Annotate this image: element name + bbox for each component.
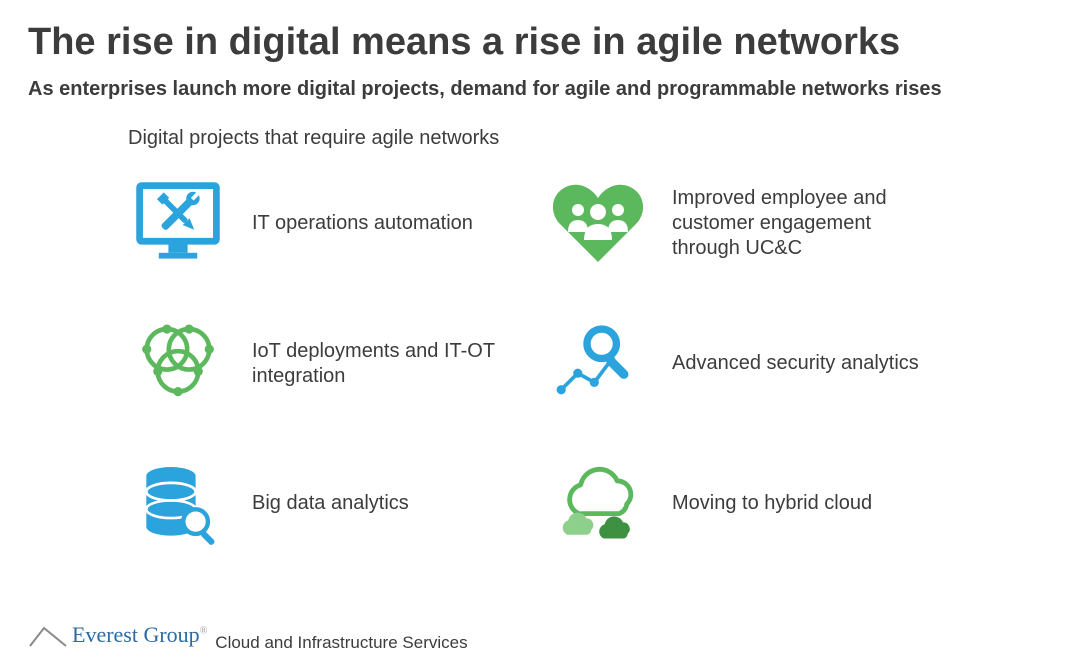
db-lens-icon xyxy=(128,454,228,554)
iot-network-icon xyxy=(128,314,228,414)
item-engagement: Improved employee and customer engagemen… xyxy=(548,174,988,274)
brand-name-text: Everest Group xyxy=(72,622,200,647)
item-label: Big data analytics xyxy=(252,491,409,516)
section-label: Digital projects that require agile netw… xyxy=(128,127,1059,150)
item-it-operations: IT operations automation xyxy=(128,174,528,274)
slide: The rise in digital means a rise in agil… xyxy=(0,0,1087,554)
heart-people-icon xyxy=(548,174,648,274)
brand-logo: Everest Group® xyxy=(28,622,207,648)
item-hybrid-cloud: Moving to hybrid cloud xyxy=(548,454,988,554)
item-iot: IoT deployments and IT-OT integration xyxy=(128,314,528,414)
page-title: The rise in digital means a rise in agil… xyxy=(28,22,1059,64)
item-label: IT operations automation xyxy=(252,211,473,236)
brand-name: Everest Group® xyxy=(72,622,207,648)
item-bigdata: Big data analytics xyxy=(128,454,528,554)
page-subtitle: As enterprises launch more digital proje… xyxy=(28,78,1059,101)
item-label: Advanced security analytics xyxy=(672,351,919,376)
monitor-tools-icon xyxy=(128,174,228,274)
item-label: Moving to hybrid cloud xyxy=(672,491,872,516)
footer: Everest Group® Cloud and Infrastructure … xyxy=(28,622,468,653)
item-security: Advanced security analytics xyxy=(548,314,988,414)
chevron-icon xyxy=(28,624,68,648)
hybrid-cloud-icon xyxy=(548,454,648,554)
footer-subtext: Cloud and Infrastructure Services xyxy=(215,633,467,653)
items-grid: IT operations automation Improved em xyxy=(128,174,1059,554)
item-label: IoT deployments and IT-OT integration xyxy=(252,339,512,389)
registered-mark: ® xyxy=(200,626,208,637)
security-lens-icon xyxy=(548,314,648,414)
item-label: Improved employee and customer engagemen… xyxy=(672,186,932,261)
